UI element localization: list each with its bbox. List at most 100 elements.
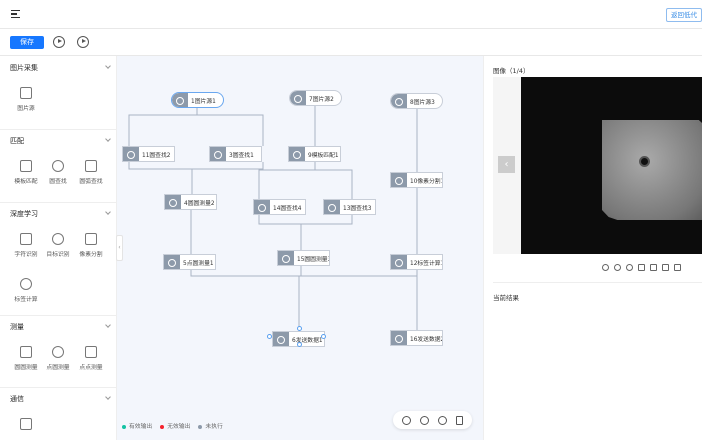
chevron-down-icon[interactable] (105, 322, 111, 328)
node-icon (391, 255, 407, 269)
flow-node[interactable]: 1图片源1 (171, 92, 224, 108)
node-label: 3圆查找1 (229, 152, 254, 159)
connection-handle[interactable] (321, 334, 326, 339)
zoom-in-icon[interactable] (602, 264, 609, 271)
right-panel: 图像（1/4） ‹ 当前结果 (483, 56, 702, 440)
run-icon[interactable] (53, 36, 65, 48)
canvas-zoom-controls (393, 411, 472, 429)
flow-node[interactable]: 16发送数据2 (390, 330, 443, 346)
node-label: 5点圆测量1 (183, 260, 214, 267)
image-edit-icon[interactable] (662, 264, 669, 271)
node-icon (289, 147, 305, 161)
node-label: 15圆圆测量3 (297, 256, 330, 263)
chevron-down-icon[interactable] (105, 136, 111, 142)
connection-handle[interactable] (267, 334, 272, 339)
menu-icon[interactable] (11, 10, 20, 18)
run-loop-icon[interactable] (77, 36, 89, 48)
tool-icon (20, 87, 32, 99)
node-icon (273, 332, 289, 346)
legend-label: 无效输出 (167, 424, 191, 430)
flow-node[interactable]: 7图片源2 (289, 90, 342, 106)
chevron-down-icon[interactable] (105, 209, 111, 215)
legend-item: 有效输出 (122, 421, 152, 430)
flow-node[interactable]: 14圆查找4 (253, 199, 306, 215)
prev-image-button[interactable]: ‹ (498, 156, 515, 173)
zoom-in-icon[interactable] (401, 415, 411, 425)
tool-label: 圆圆测量 (14, 365, 38, 371)
tool-icon (20, 278, 32, 290)
tool-item[interactable]: 圆弧查找 (74, 160, 108, 185)
locate-icon[interactable] (626, 264, 633, 271)
tool-label: 字符识别 (14, 252, 38, 258)
tool-item[interactable]: 点点测量 (74, 346, 108, 371)
tool-label: 圆查找 (49, 179, 67, 185)
node-icon (164, 255, 180, 269)
node-label: 16发送数据2 (410, 336, 443, 343)
tool-label: 点点测量 (79, 365, 103, 371)
save-button[interactable]: 保存 (10, 36, 44, 49)
collapse-sidebar-button[interactable]: ‹ (116, 235, 123, 261)
image-viewer: ‹ (493, 77, 702, 254)
flow-node[interactable]: 4圆圆测量2 (164, 194, 217, 210)
divider (0, 315, 117, 316)
chevron-down-icon[interactable] (105, 394, 111, 400)
section-header[interactable]: 测量 (10, 323, 24, 331)
tool-item[interactable] (9, 418, 43, 434)
trash-icon[interactable] (674, 264, 681, 271)
node-icon (391, 173, 407, 187)
node-icon (210, 147, 226, 161)
section-header[interactable]: 匹配 (10, 137, 24, 145)
tool-item[interactable]: 字符识别 (9, 233, 43, 258)
tool-icon (52, 346, 64, 358)
chevron-down-icon[interactable] (105, 63, 111, 69)
section-header[interactable]: 通信 (10, 395, 24, 403)
grid-icon[interactable] (650, 264, 657, 271)
flow-node[interactable]: 11圆查找2 (122, 146, 175, 162)
connection-handle[interactable] (297, 342, 302, 347)
tool-item[interactable]: 像素分割 (74, 233, 108, 258)
node-icon (254, 200, 270, 214)
trash-icon[interactable] (456, 415, 464, 425)
node-label: 11圆查找2 (142, 152, 171, 159)
flow-node[interactable]: 5点圆测量1 (163, 254, 216, 270)
flow-node[interactable]: 12标签计算1 (390, 254, 443, 270)
inspection-image (521, 77, 702, 254)
legend-label: 有效输出 (129, 424, 153, 430)
fullscreen-icon[interactable] (638, 264, 645, 271)
tool-item[interactable]: 圆查找 (41, 160, 75, 185)
flow-node[interactable]: 8图片源3 (390, 93, 443, 109)
zoom-out-icon[interactable] (614, 264, 621, 271)
node-label: 7图片源2 (309, 96, 334, 103)
tool-icon (20, 418, 32, 430)
node-label: 6发送数据1 (292, 337, 323, 344)
node-icon (123, 147, 139, 161)
flow-node[interactable]: 10像素分割1 (390, 172, 443, 188)
flow-canvas[interactable]: ‹ 1图片源1 7图片源2 8图片源3 11圆查找2 3圆查找1 9模板匹配1 10像素分割… (116, 56, 483, 440)
section-header[interactable]: 图片采集 (10, 64, 38, 72)
status-dot-icon (122, 424, 126, 429)
locate-icon[interactable] (438, 415, 448, 425)
flow-node[interactable]: 15圆圆测量3 (277, 250, 330, 266)
tool-item[interactable]: 目标识别 (41, 233, 75, 258)
flow-node[interactable]: 13圆查找3 (323, 199, 376, 215)
zoom-out-icon[interactable] (419, 415, 429, 425)
tool-item[interactable]: 模板匹配 (9, 160, 43, 185)
node-label: 14圆查找4 (273, 205, 302, 212)
tool-label: 圆弧查找 (79, 179, 103, 185)
result-title: 当前结果 (493, 294, 519, 302)
tool-icon (20, 233, 32, 245)
tool-item[interactable]: 圆圆测量 (9, 346, 43, 371)
connection-handle[interactable] (297, 326, 302, 331)
tool-item[interactable]: 点圆测量 (41, 346, 75, 371)
tool-item[interactable]: 标签计算 (9, 278, 43, 303)
node-label: 12标签计算1 (410, 260, 443, 267)
back-button[interactable]: 返回低代 (666, 8, 702, 22)
tool-item[interactable]: 图片源 (9, 87, 43, 112)
node-label: 10像素分割1 (410, 178, 443, 185)
node-label: 8图片源3 (410, 99, 435, 106)
node-label: 4圆圆测量2 (184, 200, 215, 207)
status-dot-icon (198, 424, 203, 429)
flow-node[interactable]: 9模板匹配1 (288, 146, 341, 162)
section-header[interactable]: 深度学习 (10, 210, 38, 218)
flow-node[interactable]: 3圆查找1 (209, 146, 262, 162)
